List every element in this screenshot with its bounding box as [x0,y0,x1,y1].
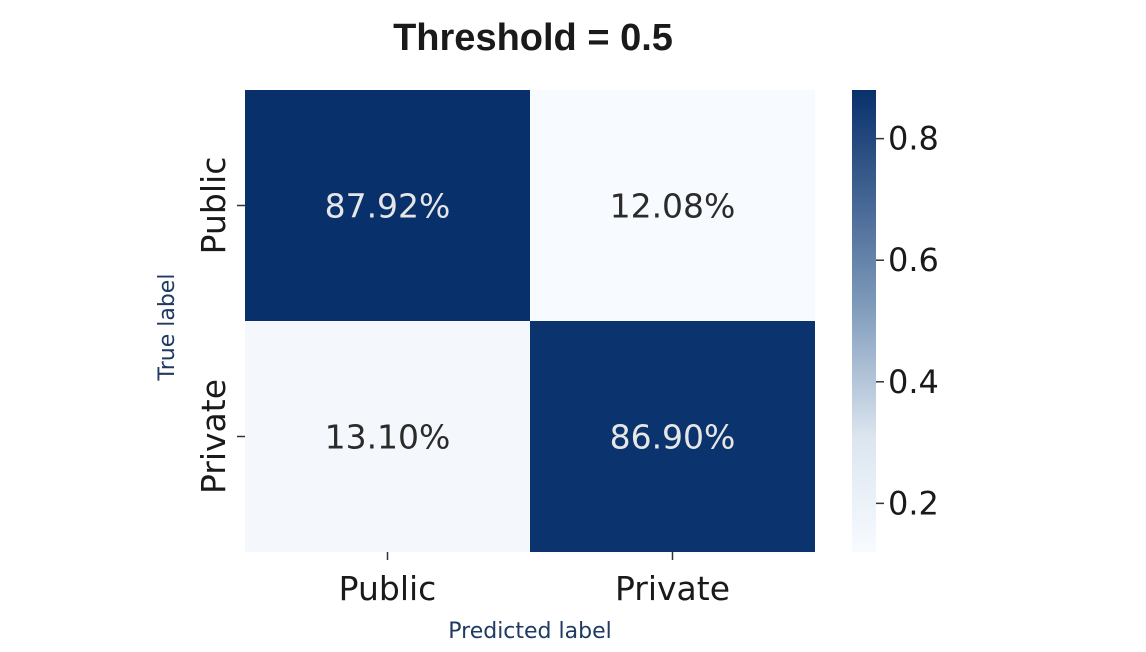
cell-value-label: 87.92% [325,187,451,226]
heatmap-grid: 87.92% 12.08% 13.10% 86.90% [245,90,815,552]
cell-value-label: 13.10% [325,418,451,457]
x-tick-label: Public [339,569,437,608]
colorbar-tick-label: 0.2 [888,484,939,522]
heatmap-cell [245,90,530,321]
x-axis-label: Predicted label [448,619,611,644]
x-tick-label: Private [615,569,730,608]
x-axis: Public Private [339,552,730,608]
y-axis: Public Private [194,157,245,494]
colorbar-tick-label: 0.8 [888,120,939,158]
colorbar-axis: 0.2 0.4 0.6 0.8 [876,120,939,522]
y-axis-label: True label [155,274,180,382]
cell-value-label: 12.08% [610,187,736,226]
colorbar-tick-label: 0.6 [888,241,939,279]
cell-value-label: 86.90% [610,418,736,457]
y-tick-label: Public [194,157,233,255]
heatmap-cell [245,321,530,552]
y-tick-label: Private [194,379,233,494]
heatmap-cell [530,321,815,552]
colorbar [852,90,876,552]
heatmap-cell [530,90,815,321]
colorbar-tick-label: 0.4 [888,363,939,401]
chart-title: Threshold = 0.5 [393,17,673,59]
